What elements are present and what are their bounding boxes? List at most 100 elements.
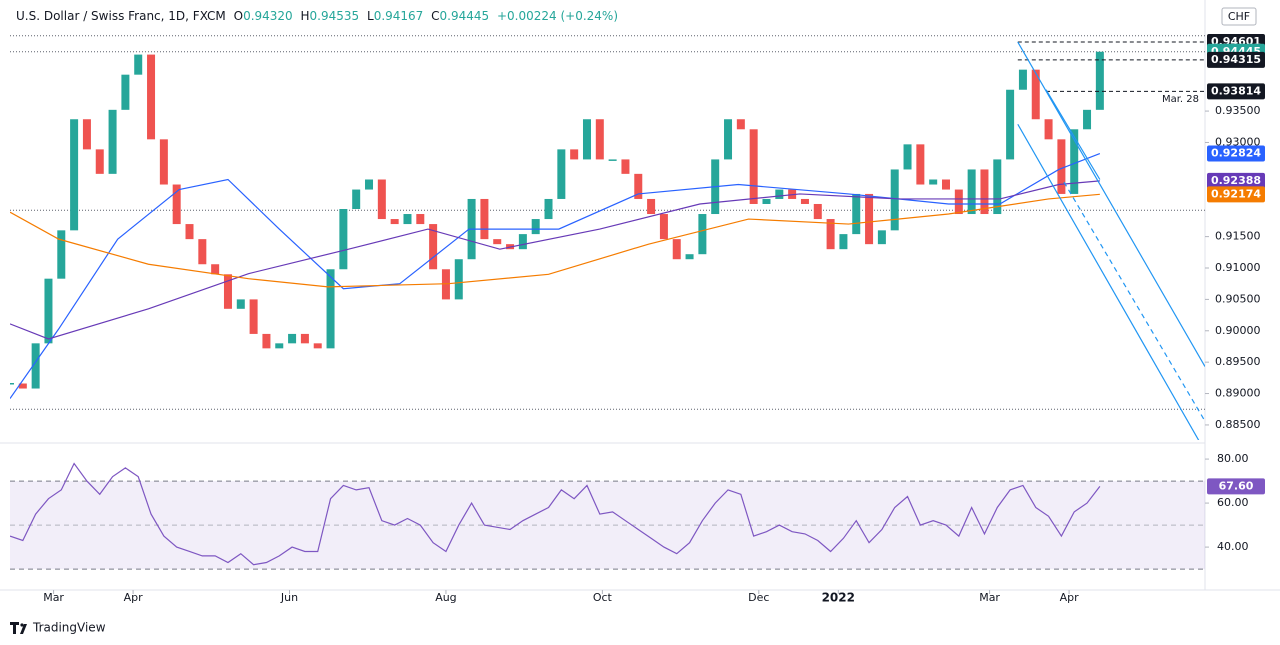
candle xyxy=(339,209,348,270)
rsi-pane xyxy=(10,462,1205,570)
candle xyxy=(223,274,232,309)
candle xyxy=(813,203,822,220)
candle xyxy=(377,179,386,220)
candle xyxy=(236,299,245,309)
candle xyxy=(582,119,591,160)
candle xyxy=(890,169,899,231)
candle xyxy=(762,198,771,204)
rsi-tick-label: 40.00 xyxy=(1217,540,1249,553)
candle xyxy=(185,224,194,240)
price-label: 0.92174 xyxy=(1211,187,1261,200)
candle xyxy=(18,383,27,389)
candle xyxy=(262,333,271,349)
candle xyxy=(480,198,489,240)
candle xyxy=(544,198,553,220)
candle xyxy=(1031,69,1040,120)
candle xyxy=(300,333,309,344)
candle xyxy=(570,149,579,160)
axes: 0.93500 0.93000 0.91500 0.91000 0.90500 0.900… xyxy=(43,104,1260,604)
candle xyxy=(326,269,335,349)
candle xyxy=(621,159,630,174)
price-label: 0.92388 xyxy=(1211,174,1261,187)
candle xyxy=(672,239,681,260)
candle xyxy=(1006,89,1015,160)
price-label-box xyxy=(1207,186,1265,203)
x-tick-label: Dec xyxy=(748,591,769,604)
y-tick-label: 0.93000 xyxy=(1215,135,1261,148)
change: +0.00224 (+0.24%) xyxy=(497,9,618,23)
y-tick-label: 0.90000 xyxy=(1215,324,1261,337)
candle xyxy=(685,254,694,260)
candle xyxy=(993,159,1002,215)
y-tick-label: 0.93500 xyxy=(1215,104,1261,117)
candle xyxy=(980,169,989,215)
y-tick-label: 0.89500 xyxy=(1215,355,1261,368)
price-label-box xyxy=(1207,51,1265,68)
price-pane xyxy=(10,35,1205,440)
candle xyxy=(134,54,143,75)
candle xyxy=(916,144,925,185)
trendline xyxy=(1017,41,1205,367)
candle xyxy=(903,144,912,170)
candle xyxy=(172,184,181,225)
candle xyxy=(390,219,399,225)
brand-logo xyxy=(10,622,27,634)
y-tick-label: 0.90500 xyxy=(1215,292,1261,305)
candle xyxy=(775,189,784,199)
candle xyxy=(608,159,617,161)
ohlc-value: 0.94445 xyxy=(440,9,490,23)
x-tick-label: Apr xyxy=(1060,591,1080,604)
moving-average xyxy=(10,152,1101,399)
candle xyxy=(365,179,374,190)
candle xyxy=(659,214,668,240)
candle xyxy=(1070,129,1079,194)
currency-badge[interactable] xyxy=(1221,7,1257,26)
candle xyxy=(800,198,809,204)
candle xyxy=(10,383,14,385)
price-label: 0.92824 xyxy=(1211,147,1261,160)
candle xyxy=(108,109,117,174)
y-tick-label: 0.91000 xyxy=(1215,261,1261,274)
header: U.S. Dollar / Swiss Franc, 1D, FXCM O0.9… xyxy=(16,9,618,23)
candle xyxy=(121,74,130,110)
x-tick-label: Oct xyxy=(593,591,613,604)
candle xyxy=(865,193,874,245)
candle xyxy=(416,214,425,225)
x-tick-label: 2022 xyxy=(822,591,855,605)
candle xyxy=(44,278,53,344)
price-label-box xyxy=(1207,172,1265,189)
x-tick-label: Aug xyxy=(435,591,456,604)
price-label-box xyxy=(1207,478,1265,495)
candle xyxy=(57,230,66,279)
ohlc-value: 0.94320 xyxy=(243,9,293,23)
candle xyxy=(70,119,79,231)
candle xyxy=(929,179,938,185)
y-tick-label: 0.89000 xyxy=(1215,387,1261,400)
candle xyxy=(403,214,412,225)
candle xyxy=(275,343,284,349)
candle xyxy=(877,230,886,245)
candle xyxy=(1018,69,1027,90)
candle xyxy=(313,343,322,349)
candle xyxy=(647,198,656,215)
y-tick-label: 0.91500 xyxy=(1215,230,1261,243)
candle xyxy=(82,119,91,150)
ohlc-value: 0.94167 xyxy=(374,9,424,23)
candle xyxy=(518,234,527,250)
y-tick-label: 0.88500 xyxy=(1215,418,1261,431)
candle xyxy=(1095,51,1104,110)
candle xyxy=(1044,119,1053,140)
candle xyxy=(852,193,861,235)
candle xyxy=(724,119,733,160)
candle xyxy=(352,189,361,210)
trendline xyxy=(1045,89,1101,180)
candle xyxy=(159,139,168,185)
rsi-tick-label: 80.00 xyxy=(1217,452,1249,465)
candle xyxy=(493,239,502,245)
candle xyxy=(211,264,220,275)
x-tick-label: Mar xyxy=(43,591,64,604)
moving-average xyxy=(10,180,1100,340)
